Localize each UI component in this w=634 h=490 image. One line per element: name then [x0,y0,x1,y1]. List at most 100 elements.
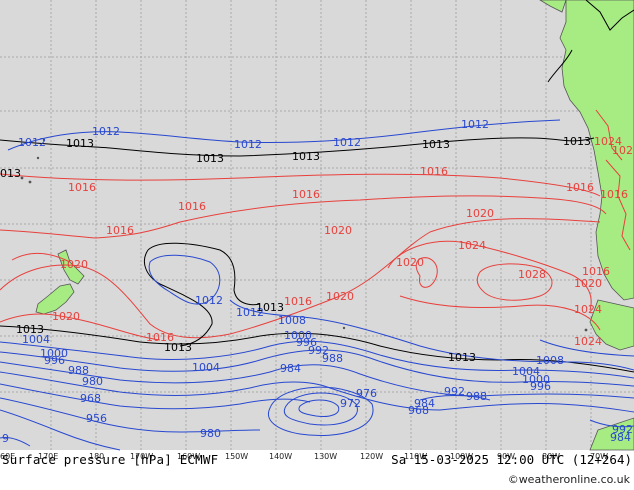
isobar-label: 1016 [292,188,320,201]
new-zealand-north-land [57,249,85,285]
isobar-label: 1012 [234,138,262,151]
isobar-label: 1013 [422,138,450,151]
credit-link[interactable]: ©weatheronline.co.uk [507,473,630,486]
isobar-label: 1016 [582,265,610,278]
isobar-label: 988 [322,352,343,365]
isobar-label: 1016 [178,200,206,213]
isobar-label: 1012 [461,118,489,131]
lon-label: 80W [542,452,560,461]
isobar-label: 1004 [22,333,50,346]
isobar-label: 1013 [16,323,44,336]
isobar-label: 988 [466,390,487,403]
isobar-label: 1020 [326,290,354,303]
lon-label: 140W [269,452,292,461]
isobar-label: 988 [68,364,89,377]
isobar-label: 1000 [284,329,312,342]
isobar-label: 1020 [52,310,80,323]
island-dots [20,138,588,332]
lon-label: 160W [177,452,200,461]
isobar-label: 1000 [40,347,68,360]
isobar-label: 1012 [236,306,264,319]
isobar-label: 968 [80,392,101,405]
lon-label: 170E [38,452,58,461]
isobar-label: 1016 [420,165,448,178]
isobar-label: 1016 [600,188,628,201]
valid-time: Sa 15-03-2025 12:00 UTC (12+264) [391,452,632,467]
patagonia-land [589,299,634,351]
isobar-label: 1024 [574,303,602,316]
isobar-label: 1004 [192,361,220,374]
isobars-low [0,119,634,451]
isobar-label: 1024 [594,135,622,148]
land [35,0,634,451]
isobar-label: 992 [444,385,465,398]
isobar-label: 1012 [18,136,46,149]
ocean-background [0,0,634,450]
isobar-label: 1008 [278,314,306,327]
lon-label: 170W [130,452,153,461]
isobar-label: 1013 [164,341,192,354]
antarctic-land [589,417,634,451]
isobar-label: 984 [414,397,435,410]
isobar-1013 [0,0,634,373]
isobar-label: 984 [280,362,301,375]
isobar-label: 996 [296,336,317,349]
lon-label: 70W [590,452,608,461]
longitude-labels: 60E 170E 180 170W 160W 150W 140W 130W 12… [0,452,608,461]
isobar-label: 1013 [563,135,591,148]
isobar-label: 972 [340,397,361,410]
north-america-land [539,0,567,13]
isobar-label: 1024 [458,239,486,252]
isobar-label: 1016 [146,331,174,344]
isobar-label: 1020 [574,277,602,290]
isobar-label: 1008 [536,354,564,367]
isobar-label: 980 [200,427,221,440]
isobar-label: 1013 [256,301,284,314]
isobar-label: 1020 [60,258,88,271]
isobar-label: 1000 [522,373,550,386]
isobar-label: 1012 [195,294,223,307]
isobar-label: 1020 [324,224,352,237]
isobar-label: 1013 [292,150,320,163]
isobar-label: 984 [610,431,631,444]
isobar-label: 1016 [68,181,96,194]
isobar-label: 1013 [196,152,224,165]
isobar-label: 996 [44,354,65,367]
isobar-label: 980 [82,375,103,388]
isobar-label: 1020 [612,144,634,157]
new-zealand-south-land [35,283,75,315]
isobar-label: 1028 [518,268,546,281]
lon-label: 110W [404,452,427,461]
lon-label: 130W [314,452,337,461]
isobar-label: 1020 [396,256,424,269]
isobar-label: 1012 [333,136,361,149]
isobar-label: 968 [408,404,429,417]
isobar-label: 1016 [106,224,134,237]
isobar-label: 9 [2,432,9,445]
isobar-label: 956 [86,412,107,425]
isobar-label: 992 [612,423,633,436]
lon-label: 90W [497,452,515,461]
isobar-labels: 1012 1012 1012 1012 1012 1012 1012 1013 … [0,118,634,445]
isobar-label: 996 [530,380,551,393]
chart-title: Surface pressure [hPa] ECMWF [2,452,219,467]
isobar-label: 1012 [92,125,120,138]
lon-label: 150W [225,452,248,461]
lon-label: 120W [360,452,383,461]
isobar-label: 1004 [512,365,540,378]
south-america-land [559,0,634,301]
lon-label: 100W [450,452,473,461]
lon-label: 60E [0,452,15,461]
isobar-label: 1016 [566,181,594,194]
isobar-label: 1024 [574,335,602,348]
isobar-label: 976 [356,387,377,400]
isobar-label: 1020 [466,207,494,220]
isobar-label: 1013 [448,351,476,364]
isobar-label: 1013 [66,137,94,150]
isobars-high [0,109,631,341]
isobar-label: 992 [308,344,329,357]
lon-label: 180 [89,452,104,461]
isobar-label: 013 [0,167,21,180]
